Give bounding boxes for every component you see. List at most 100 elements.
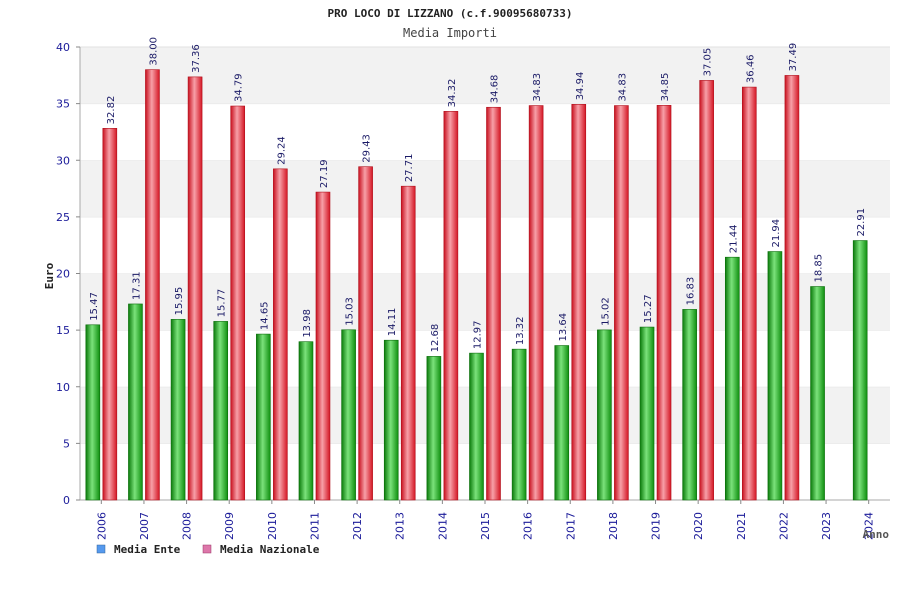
x-tick-label: 2023 — [820, 512, 833, 540]
data-label: 34.83 — [617, 73, 628, 102]
bar-media-ente-2016 — [511, 348, 527, 501]
data-label: 37.49 — [788, 43, 799, 72]
data-label: 16.83 — [686, 277, 697, 306]
data-label: 17.31 — [131, 271, 142, 300]
bar-media-ente-2006 — [85, 324, 101, 501]
bar-media-nazionale-2020 — [699, 80, 714, 501]
legend-swatch-media-nazionale — [202, 544, 212, 554]
data-label: 34.79 — [234, 73, 245, 102]
bar-media-ente-2017 — [554, 345, 570, 501]
x-tick-label: 2018 — [607, 512, 620, 540]
y-tick-label: 5 — [63, 437, 70, 450]
bar-media-ente-2018 — [597, 329, 612, 501]
bar-media-ente-2008 — [170, 319, 186, 501]
bar-media-nazionale-2010 — [273, 168, 288, 501]
data-label: 37.36 — [191, 44, 202, 73]
x-axis-label: Anno — [863, 528, 890, 541]
data-label: 36.46 — [745, 54, 756, 83]
x-tick-label: 2008 — [181, 512, 194, 540]
bar-media-nazionale-2019 — [656, 105, 672, 501]
bar-media-ente-2022 — [767, 251, 783, 501]
bar-media-ente-2009 — [213, 321, 229, 501]
data-label: 38.00 — [148, 37, 159, 66]
data-label: 27.19 — [319, 159, 330, 188]
data-label: 13.32 — [515, 317, 526, 346]
data-label: 14.65 — [259, 301, 270, 330]
y-tick-label: 15 — [56, 324, 70, 337]
x-tick-label: 2024 — [863, 512, 876, 540]
data-label: 14.11 — [387, 308, 398, 337]
legend-label-media-nazionale: Media Nazionale — [220, 543, 320, 556]
y-tick-label: 40 — [56, 41, 70, 54]
bar-media-ente-2021 — [724, 256, 740, 501]
x-tick-label: 2021 — [735, 512, 748, 540]
chart-subtitle: Media Importi — [403, 26, 497, 40]
y-tick-label: 25 — [56, 211, 70, 224]
bar-media-nazionale-2011 — [315, 191, 331, 501]
legend: Media Ente Media Nazionale — [96, 543, 320, 556]
data-label: 13.64 — [558, 313, 569, 342]
bar-media-ente-2010 — [256, 333, 271, 501]
x-tick-label: 2016 — [522, 512, 535, 540]
x-tick-label: 2014 — [436, 512, 449, 540]
data-label: 15.02 — [600, 297, 611, 326]
bar-media-ente-2019 — [639, 326, 655, 501]
x-tick-label: 2017 — [564, 512, 577, 540]
data-label: 15.77 — [217, 289, 228, 318]
x-tick-label: 2020 — [692, 512, 705, 540]
y-tick-label: 35 — [56, 98, 70, 111]
x-tick-label: 2015 — [479, 512, 492, 540]
data-label: 15.95 — [174, 287, 185, 316]
bar-media-nazionale-2015 — [486, 106, 501, 501]
data-label: 15.47 — [89, 292, 100, 321]
y-axis: 0 5 10 15 20 25 30 35 40 — [56, 41, 81, 507]
data-label: 22.91 — [856, 208, 867, 237]
data-label: 29.24 — [276, 136, 287, 165]
x-tick-label: 2007 — [138, 512, 151, 540]
x-axis: 2006 2007 2008 2009 2010 2011 2012 2013 2014 2015… — [80, 499, 890, 540]
bar-media-ente-2020 — [682, 309, 697, 501]
bar-media-ente-2024 — [852, 240, 868, 501]
y-tick-label: 30 — [56, 154, 70, 167]
data-label: 27.71 — [404, 154, 415, 183]
data-label: 15.27 — [643, 294, 654, 323]
x-tick-label: 2011 — [308, 512, 321, 540]
data-label: 29.43 — [362, 134, 373, 163]
legend-label-media-ente: Media Ente — [114, 543, 181, 556]
y-axis-label: Euro — [43, 262, 56, 289]
x-tick-label: 2009 — [223, 512, 236, 540]
y-tick-label: 10 — [56, 381, 70, 394]
data-labels: 15.47 17.31 15.95 15.77 14.65 13.98 15.03 14.11… — [89, 37, 867, 352]
data-label: 32.82 — [106, 96, 117, 125]
bar-media-ente-2007 — [128, 303, 143, 501]
data-label: 13.98 — [302, 309, 313, 338]
x-tick-label: 2022 — [777, 512, 790, 540]
data-label: 34.32 — [447, 79, 458, 108]
bar-media-nazionale-2008 — [187, 76, 203, 501]
chart-title: PRO LOCO DI LIZZANO (c.f.90095680733) — [327, 7, 572, 20]
y-tick-label: 0 — [63, 494, 70, 507]
data-label: 21.44 — [728, 225, 739, 254]
data-label: 12.97 — [473, 320, 484, 349]
bar-media-nazionale-2021 — [741, 86, 757, 501]
bar-media-ente-2023 — [810, 286, 825, 501]
bar-media-nazionale-2018 — [614, 105, 629, 501]
bar-media-ente-2014 — [426, 356, 442, 501]
data-label: 34.94 — [575, 72, 586, 101]
legend-swatch-media-ente — [96, 544, 106, 554]
bar-media-nazionale-2009 — [230, 105, 246, 501]
x-tick-label: 2013 — [394, 512, 407, 540]
bars — [85, 69, 868, 501]
data-label: 15.03 — [345, 297, 356, 326]
x-tick-label: 2012 — [351, 512, 364, 540]
y-tick-label: 20 — [56, 268, 70, 281]
bar-media-ente-2012 — [341, 329, 356, 501]
data-label: 34.85 — [660, 73, 671, 102]
bar-media-ente-2011 — [298, 341, 314, 501]
x-tick-label: 2006 — [95, 512, 108, 540]
data-label: 34.83 — [532, 73, 543, 102]
bar-media-nazionale-2007 — [145, 69, 160, 501]
data-label: 37.05 — [703, 48, 714, 77]
data-label: 34.68 — [490, 75, 501, 104]
